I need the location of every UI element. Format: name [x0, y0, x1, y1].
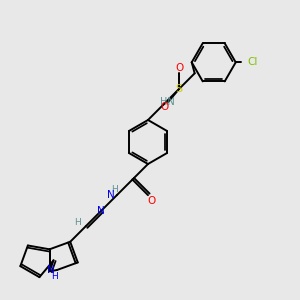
Text: O: O: [175, 64, 183, 74]
Text: H: H: [112, 184, 118, 194]
Text: O: O: [147, 196, 155, 206]
Text: H: H: [51, 272, 57, 281]
Text: H: H: [74, 218, 81, 227]
Text: S: S: [176, 84, 183, 94]
Text: O: O: [160, 102, 168, 112]
Text: N: N: [98, 206, 105, 216]
Text: N: N: [47, 265, 55, 275]
Text: N: N: [107, 190, 115, 200]
Text: HN: HN: [160, 98, 175, 107]
Text: Cl: Cl: [248, 57, 258, 67]
